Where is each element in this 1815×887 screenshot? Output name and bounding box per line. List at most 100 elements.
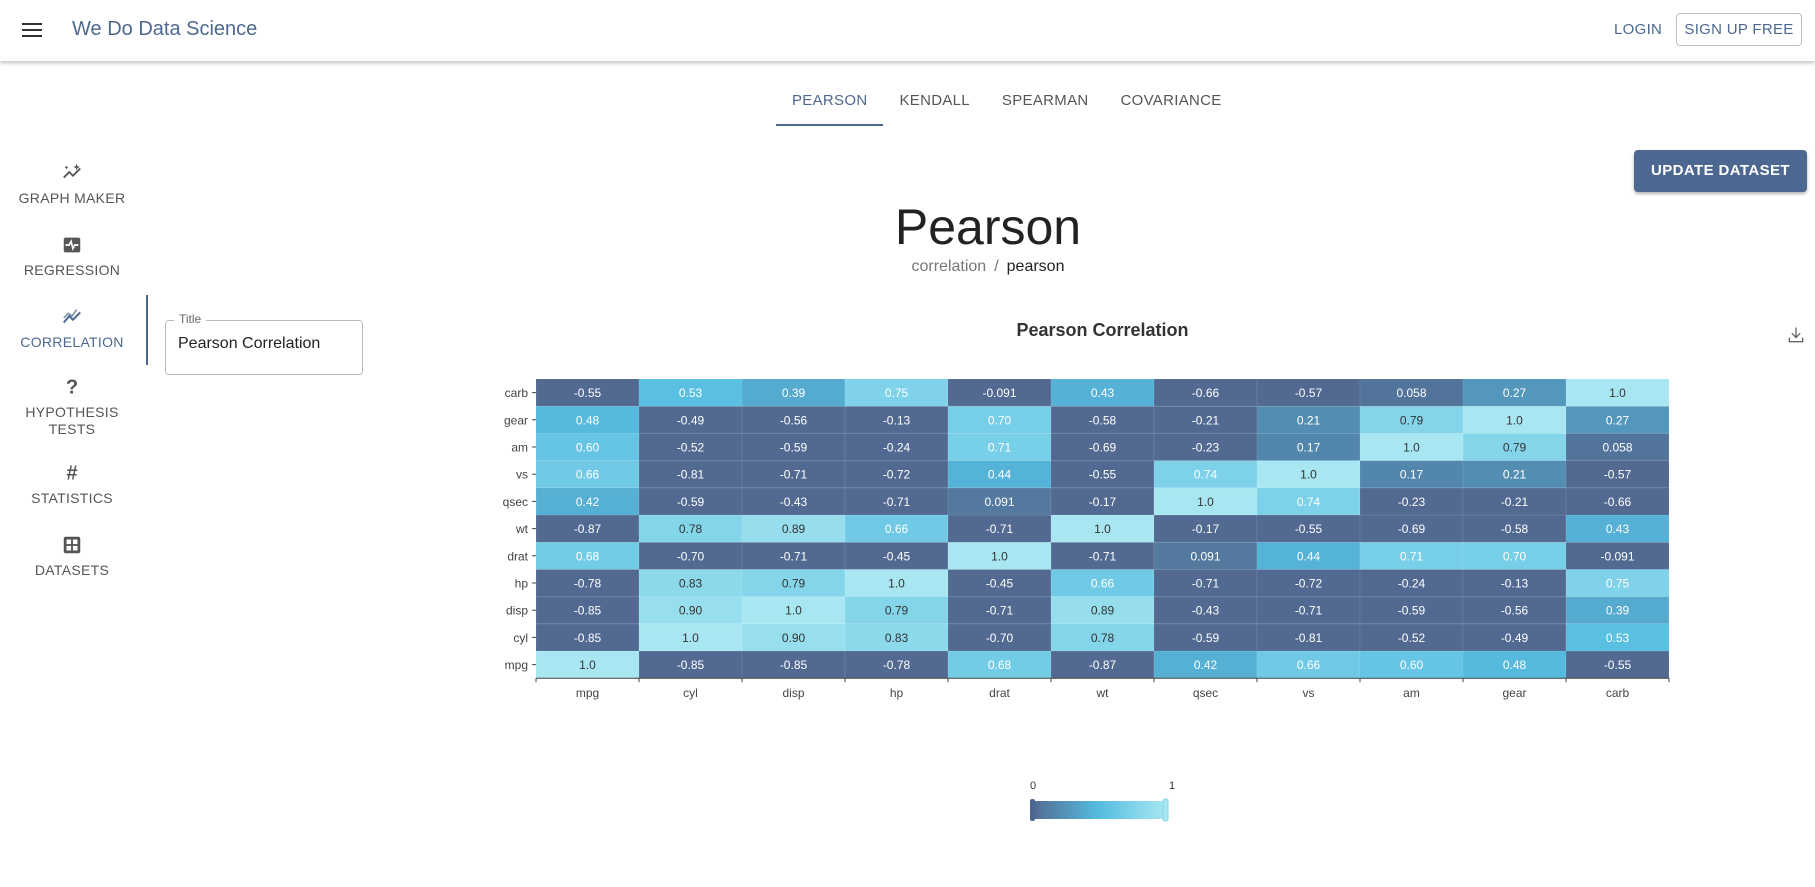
sign-up-button[interactable]: SIGN UP FREE: [1676, 13, 1802, 46]
x-tick-label: drat: [989, 686, 1010, 700]
heatmap-cell-disp-qsec[interactable]: [1153, 596, 1258, 625]
heatmap-cell-drat-carb[interactable]: [1565, 541, 1670, 570]
heatmap-cell-vs-vs[interactable]: [1256, 460, 1361, 489]
heatmap-cell-vs-drat[interactable]: [947, 460, 1052, 489]
heatmap-cell-hp-drat[interactable]: [947, 568, 1052, 598]
heatmap-cell-cyl-gear[interactable]: [1462, 623, 1567, 652]
heatmap-cell-hp-cyl[interactable]: [638, 568, 743, 598]
heatmap-cell-am-gear[interactable]: [1462, 432, 1567, 462]
heatmap-cell-carb-vs[interactable]: [1256, 378, 1361, 407]
heatmap-cell-am-hp[interactable]: [844, 432, 949, 462]
heatmap-cell-vs-qsec[interactable]: [1153, 460, 1258, 489]
x-tick-label: mpg: [576, 686, 599, 700]
heatmap-cell-qsec-gear[interactable]: [1462, 487, 1567, 516]
heatmap-cell-carb-carb[interactable]: [1565, 378, 1670, 407]
heatmap-cell-drat-drat[interactable]: [947, 541, 1052, 570]
color-scale-min-handle[interactable]: [1030, 799, 1035, 821]
heatmap-cell-disp-mpg[interactable]: [535, 596, 640, 625]
tab-spearman[interactable]: SPEARMAN: [1001, 92, 1089, 109]
heatmap-cell-wt-vs[interactable]: [1256, 514, 1361, 543]
heatmap-cell-disp-vs[interactable]: [1256, 596, 1361, 625]
heatmap-cell-cyl-wt[interactable]: [1050, 623, 1155, 652]
sidebar-item-hypothesis-tests[interactable]: ? HYPOTHESIS TESTS: [0, 376, 144, 438]
heatmap-cell-mpg-qsec[interactable]: [1153, 650, 1258, 679]
heatmap-cell-wt-disp[interactable]: [741, 514, 846, 543]
heatmap-cell-qsec-drat[interactable]: [947, 487, 1052, 516]
heatmap-cell-wt-qsec[interactable]: [1153, 514, 1258, 543]
heatmap-cell-drat-disp[interactable]: [741, 541, 846, 570]
heatmap-cell-disp-am[interactable]: [1359, 596, 1464, 625]
heatmap-cell-disp-carb[interactable]: [1565, 596, 1670, 625]
heatmap-cell-disp-drat[interactable]: [947, 596, 1052, 625]
heatmap-cell-am-qsec[interactable]: [1153, 432, 1258, 462]
heatmap-cell-wt-am[interactable]: [1359, 514, 1464, 543]
heatmap-cell-drat-gear[interactable]: [1462, 541, 1567, 570]
heatmap-cell-label: 0.058: [1396, 386, 1426, 400]
heatmap-cell-hp-vs[interactable]: [1256, 568, 1361, 598]
hamburger-menu-icon[interactable]: [14, 14, 50, 46]
heatmap-cell-gear-hp[interactable]: [844, 405, 949, 434]
heatmap-cell-drat-vs[interactable]: [1256, 541, 1361, 570]
heatmap-cell-vs-gear[interactable]: [1462, 460, 1567, 489]
heatmap-cell-disp-wt[interactable]: [1050, 596, 1155, 625]
heatmap-cell-qsec-carb[interactable]: [1565, 487, 1670, 516]
heatmap-cell-carb-mpg[interactable]: [535, 378, 640, 407]
chart-title-input[interactable]: [178, 335, 348, 353]
heatmap-cell-gear-qsec[interactable]: [1153, 405, 1258, 434]
heatmap-cell-vs-hp[interactable]: [844, 460, 949, 489]
heatmap-cell-hp-gear[interactable]: [1462, 568, 1567, 598]
sidebar-item-datasets[interactable]: DATASETS: [0, 534, 144, 579]
y-tick-label: gear: [504, 413, 528, 427]
heatmap-cell-carb-gear[interactable]: [1462, 378, 1567, 407]
heatmap-cell-qsec-disp[interactable]: [741, 487, 846, 516]
heatmap-cell-drat-am[interactable]: [1359, 541, 1464, 570]
heatmap-cell-drat-wt[interactable]: [1050, 541, 1155, 570]
download-icon[interactable]: [1786, 325, 1806, 345]
color-scale-max-handle[interactable]: [1162, 798, 1169, 822]
heatmap-cell-vs-cyl[interactable]: [638, 460, 743, 489]
heatmap-cell-cyl-disp[interactable]: [741, 623, 846, 652]
heatmap-cell-wt-mpg[interactable]: [535, 514, 640, 543]
sidebar-item-regression[interactable]: REGRESSION: [0, 234, 144, 279]
update-dataset-button[interactable]: UPDATE DATASET: [1634, 150, 1807, 192]
tab-covariance[interactable]: COVARIANCE: [1120, 92, 1222, 109]
heatmap-cell-hp-carb[interactable]: [1565, 568, 1670, 598]
heatmap-cell-cyl-qsec[interactable]: [1153, 623, 1258, 652]
heatmap-cell-disp-hp[interactable]: [844, 596, 949, 625]
heatmap-cell-wt-hp[interactable]: [844, 514, 949, 543]
heatmap-cell-mpg-am[interactable]: [1359, 650, 1464, 679]
heatmap-cell-cyl-carb[interactable]: [1565, 623, 1670, 652]
heatmap-cell-qsec-vs[interactable]: [1256, 487, 1361, 516]
heatmap-cell-cyl-hp[interactable]: [844, 623, 949, 652]
heatmap-cell-vs-carb[interactable]: [1565, 460, 1670, 489]
tab-pearson[interactable]: PEARSON: [776, 86, 884, 126]
heatmap-cell-gear-wt[interactable]: [1050, 405, 1155, 434]
breadcrumb-correlation-link[interactable]: correlation: [911, 258, 987, 275]
heatmap-cell-carb-am[interactable]: [1359, 378, 1464, 407]
tab-kendall[interactable]: KENDALL: [899, 92, 970, 109]
heatmap-cell-hp-mpg[interactable]: [535, 568, 640, 598]
heatmap-cell-mpg-carb[interactable]: [1565, 650, 1670, 679]
heatmap-cell-vs-wt[interactable]: [1050, 460, 1155, 489]
sidebar-item-statistics[interactable]: # STATISTICS: [0, 462, 144, 507]
heatmap-cell-cyl-mpg[interactable]: [535, 623, 640, 652]
heatmap-cell-am-carb[interactable]: [1565, 432, 1670, 462]
heatmap-cell-gear-gear[interactable]: [1462, 405, 1567, 434]
heatmap-cell-disp-gear[interactable]: [1462, 596, 1567, 625]
heatmap-cell-mpg-vs[interactable]: [1256, 650, 1361, 679]
heatmap-cell-carb-disp[interactable]: [741, 378, 846, 407]
heatmap-cell-am-wt[interactable]: [1050, 432, 1155, 462]
login-button[interactable]: LOGIN: [1614, 21, 1663, 38]
heatmap-cell-disp-cyl[interactable]: [638, 596, 743, 625]
heatmap-cell-wt-carb[interactable]: [1565, 514, 1670, 543]
heatmap-cell-label: 0.66: [1297, 658, 1321, 672]
heatmap-cell-wt-wt[interactable]: [1050, 514, 1155, 543]
sidebar-item-correlation[interactable]: CORRELATION: [0, 306, 144, 351]
brand-title[interactable]: We Do Data Science: [72, 18, 258, 40]
heatmap-cell-carb-cyl[interactable]: [638, 378, 743, 407]
heatmap-cell-label: -0.17: [1089, 495, 1117, 509]
heatmap-cell-am-disp[interactable]: [741, 432, 846, 462]
heatmap-cell-mpg-wt[interactable]: [1050, 650, 1155, 679]
sidebar-item-graph-maker[interactable]: GRAPH MAKER: [0, 162, 144, 207]
heatmap-cell-disp-disp[interactable]: [741, 596, 846, 625]
